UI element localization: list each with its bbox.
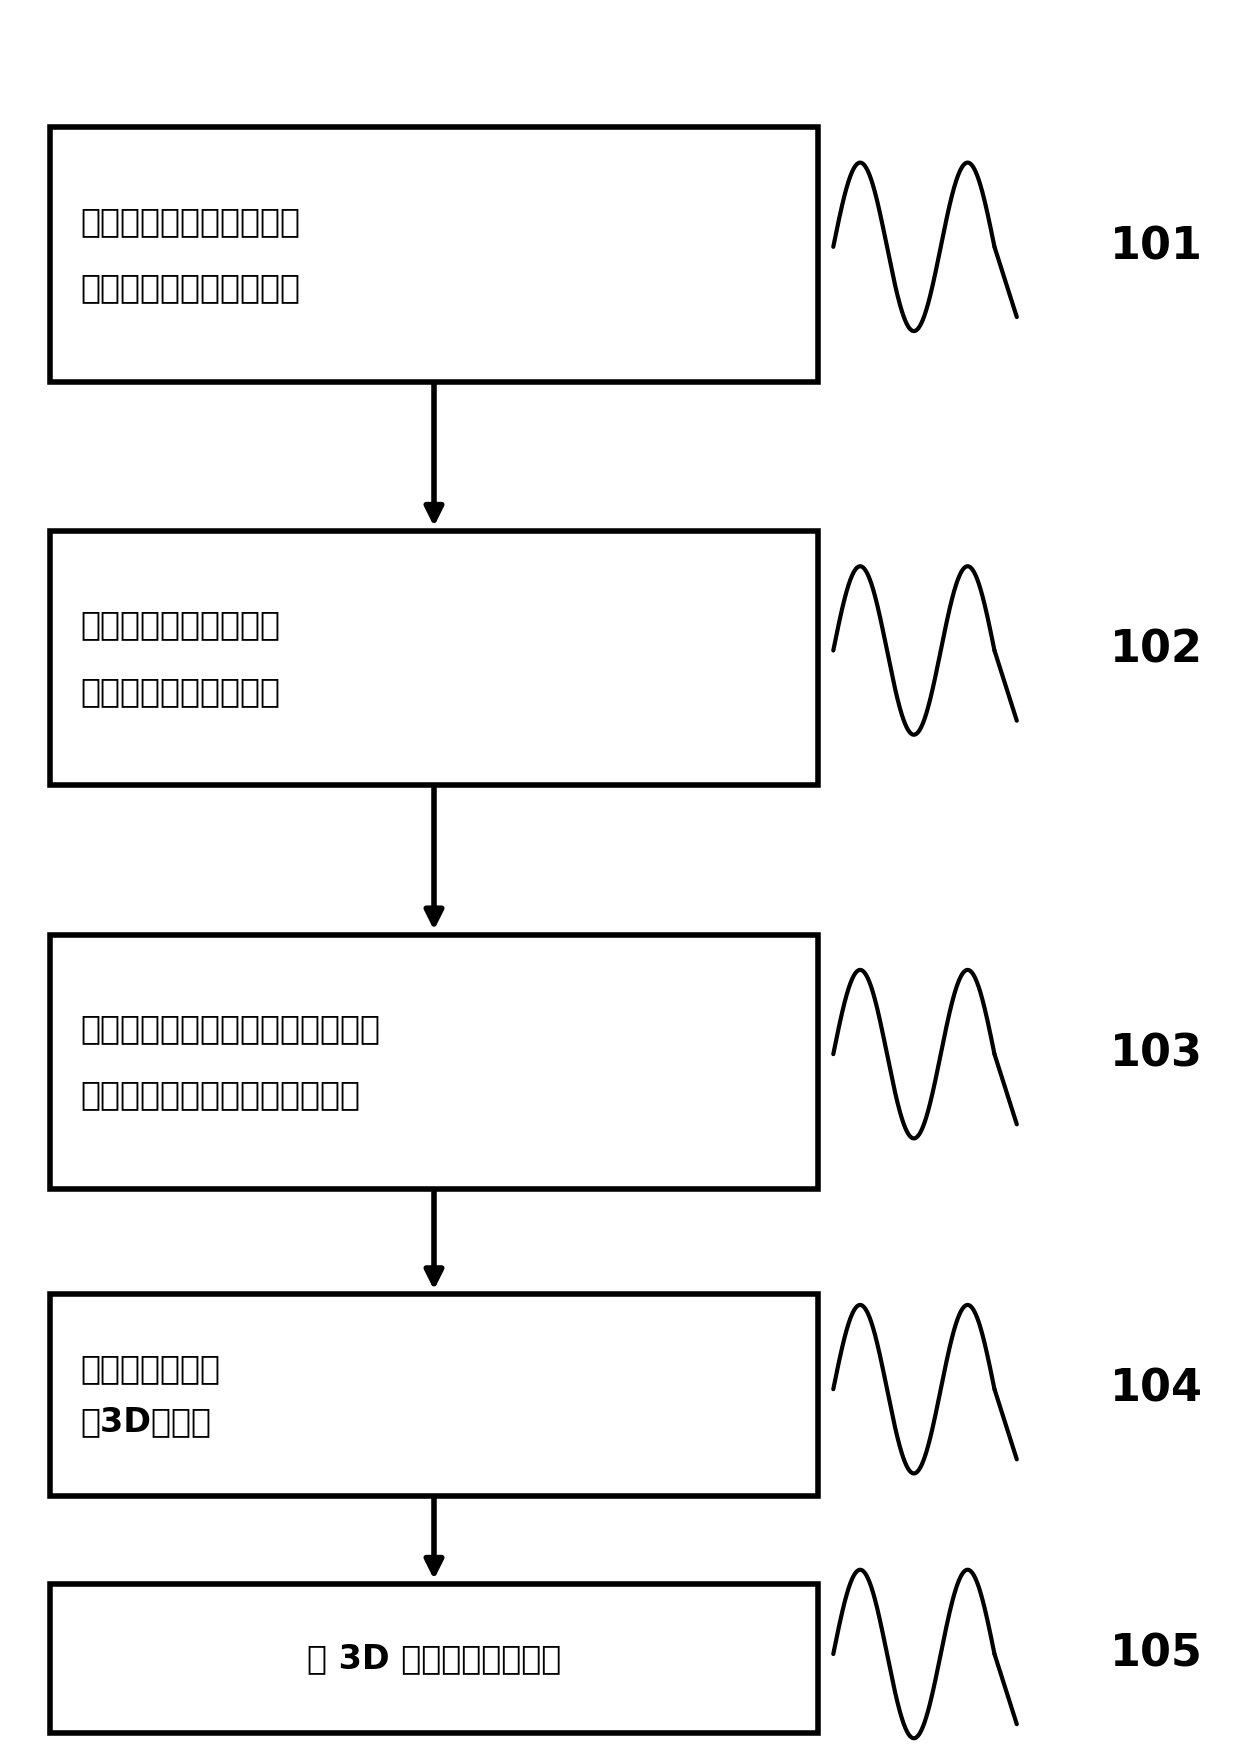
Text: 根据切片数据辐射源发出多波长辐: 根据切片数据辐射源发出多波长辐: [81, 1013, 381, 1046]
Text: 合液体填充至固化区域: 合液体填充至固化区域: [81, 674, 280, 707]
Text: 将预打印模型进行切片，: 将预打印模型进行切片，: [81, 205, 300, 239]
Text: 并将切片数据输入辐射源: 并将切片数据输入辐射源: [81, 270, 300, 304]
Bar: [50, 128, 818, 383]
Text: 103: 103: [1110, 1032, 1203, 1076]
Text: 射，对可聚合液体进行逐层固化: 射，对可聚合液体进行逐层固化: [81, 1078, 361, 1111]
Text: 102: 102: [1110, 628, 1203, 672]
Text: 对 3D 打印件进行后处理: 对 3D 打印件进行后处理: [306, 1643, 562, 1674]
Bar: [50, 934, 818, 1190]
Text: 为3D打印件: 为3D打印件: [81, 1406, 212, 1437]
Text: 101: 101: [1110, 225, 1203, 269]
Text: 固化层累积成型: 固化层累积成型: [81, 1353, 221, 1385]
Bar: [50, 532, 818, 786]
Bar: [50, 1583, 818, 1734]
Text: 将包含多个组份的可聚: 将包含多个组份的可聚: [81, 609, 280, 642]
Bar: [50, 1295, 818, 1495]
Text: 105: 105: [1110, 1632, 1203, 1676]
Text: 104: 104: [1110, 1367, 1203, 1411]
